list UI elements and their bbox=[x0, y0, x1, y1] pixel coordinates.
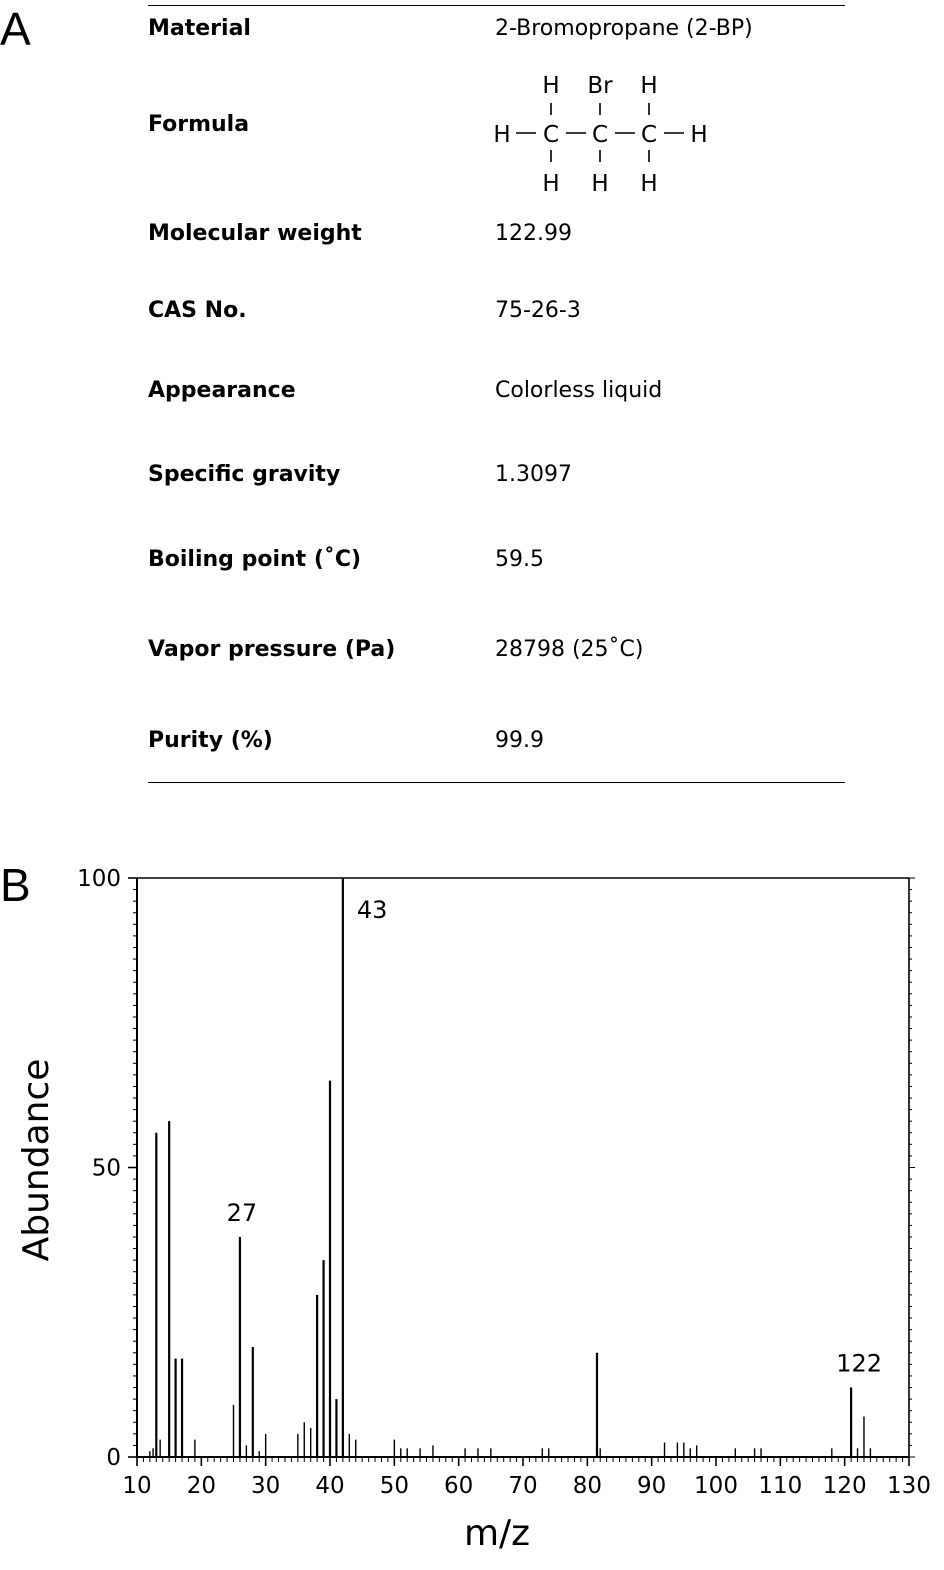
formula-right-h: H bbox=[690, 122, 707, 148]
x-tick-label: 100 bbox=[694, 1473, 738, 1499]
formula-c2: C bbox=[592, 122, 608, 148]
x-tick-label: 50 bbox=[380, 1473, 409, 1499]
x-tick-label: 120 bbox=[823, 1473, 867, 1499]
spectrum-peaks bbox=[149, 878, 872, 1457]
x-tick-label: 70 bbox=[508, 1473, 537, 1499]
row-material-value: 2-Bromopropane (2-BP) bbox=[495, 16, 753, 41]
row-molecular-weight-value: 122.99 bbox=[495, 221, 572, 246]
panel-b-label: B bbox=[0, 859, 31, 911]
x-tick-label: 10 bbox=[122, 1473, 151, 1499]
row-cas-value: 75-26-3 bbox=[495, 298, 581, 323]
formula-top-br: Br bbox=[587, 73, 613, 99]
formula-left-h: H bbox=[493, 122, 510, 148]
row-cas-name: CAS No. bbox=[148, 298, 247, 323]
row-material-name: Material bbox=[148, 16, 251, 41]
y-axis-title: Abundance bbox=[16, 1059, 57, 1262]
row-appearance-name: Appearance bbox=[148, 378, 296, 403]
axis-ticks bbox=[128, 877, 915, 1466]
y-tick-labels: 0 50 100 bbox=[77, 866, 121, 1471]
table-top-rule bbox=[148, 5, 845, 6]
peak-labels: 27 43 122 bbox=[227, 896, 882, 1378]
row-boiling-point-name: Boiling point (˚C) bbox=[148, 547, 362, 572]
row-formula-name: Formula bbox=[148, 112, 250, 137]
peak-label: 27 bbox=[227, 1199, 258, 1227]
x-tick-label: 20 bbox=[187, 1473, 216, 1499]
row-vapor-pressure-value: 28798 (25˚C) bbox=[495, 637, 644, 662]
row-specific-gravity-value: 1.3097 bbox=[495, 462, 572, 487]
x-tick-label: 40 bbox=[315, 1473, 344, 1499]
y-tick-label: 0 bbox=[106, 1445, 121, 1471]
x-tick-label: 130 bbox=[887, 1473, 931, 1499]
formula-bottom-h2: H bbox=[591, 171, 608, 197]
row-molecular-weight-name: Molecular weight bbox=[148, 221, 362, 246]
row-specific-gravity-name: Specific gravity bbox=[148, 462, 341, 487]
formula-bottom-h3: H bbox=[640, 171, 657, 197]
formula-c1: C bbox=[543, 122, 559, 148]
peak-label: 122 bbox=[836, 1350, 882, 1378]
row-purity-name: Purity (%) bbox=[148, 728, 273, 753]
row-purity-value: 99.9 bbox=[495, 728, 544, 753]
x-axis-title: m/z bbox=[464, 1513, 530, 1554]
x-tick-label: 110 bbox=[758, 1473, 802, 1499]
y-tick-label: 50 bbox=[92, 1156, 121, 1182]
formula-top-h1: H bbox=[542, 73, 559, 99]
formula-c3: C bbox=[641, 122, 657, 148]
structural-formula: H Br H H C C C H H H H bbox=[493, 73, 707, 197]
y-tick-label: 100 bbox=[77, 866, 121, 892]
x-tick-label: 80 bbox=[573, 1473, 602, 1499]
x-tick-label: 30 bbox=[251, 1473, 280, 1499]
table-bottom-rule bbox=[148, 782, 845, 783]
x-tick-label: 90 bbox=[637, 1473, 666, 1499]
formula-bottom-h1: H bbox=[542, 171, 559, 197]
panel-a-label: A bbox=[0, 3, 31, 55]
peak-label: 43 bbox=[357, 896, 388, 924]
formula-top-h3: H bbox=[640, 73, 657, 99]
x-tick-labels: 10 20 30 40 50 60 70 80 90 100 110 120 130 bbox=[122, 1473, 931, 1499]
row-appearance-value: Colorless liquid bbox=[495, 378, 663, 403]
row-boiling-point-value: 59.5 bbox=[495, 547, 544, 572]
row-vapor-pressure-name: Vapor pressure (Pa) bbox=[148, 637, 396, 662]
x-tick-label: 60 bbox=[444, 1473, 473, 1499]
mass-spectrum-chart: 10 20 30 40 50 60 70 80 90 100 110 120 130 0 50 100 27… bbox=[16, 866, 931, 1554]
